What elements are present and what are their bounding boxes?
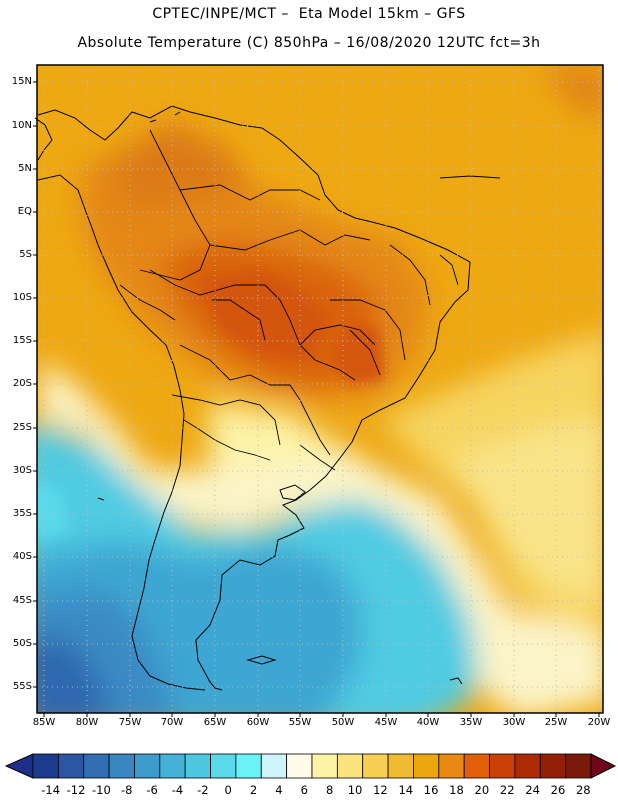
colorbar-swatch — [57, 753, 85, 779]
lon-label: 40W — [416, 717, 440, 728]
lat-ticks — [33, 81, 37, 688]
colorbar-swatch — [362, 753, 389, 779]
colorbar-swatch — [489, 753, 516, 779]
colorbar-label: 26 — [550, 783, 566, 797]
colorbar-label: -12 — [66, 783, 86, 797]
colorbar-swatch — [413, 753, 440, 779]
lon-label: 65W — [203, 717, 227, 728]
lon-label: 25W — [544, 717, 568, 728]
lon-label: 80W — [75, 717, 99, 728]
lat-label: 5S — [19, 249, 32, 260]
colorbar-label: 10 — [347, 783, 363, 797]
lon-label: 85W — [32, 717, 56, 728]
colorbar-label: 22 — [499, 783, 515, 797]
map-frame — [36, 64, 604, 714]
lat-label: 45S — [12, 595, 32, 606]
colorbar-swatch — [32, 753, 59, 779]
colorbar-over-arrow — [590, 753, 617, 779]
colorbar-label: 8 — [326, 783, 334, 797]
colorbar-swatch — [260, 753, 288, 779]
lat-label: EQ — [17, 206, 32, 217]
colorbar-label: -8 — [121, 783, 133, 797]
colorbar-label: -2 — [197, 783, 209, 797]
colorbar-swatch — [311, 753, 338, 779]
colorbar-swatch — [336, 753, 364, 779]
lat-label: 10N — [11, 120, 32, 131]
lon-label: 35W — [459, 717, 483, 728]
lon-label: 60W — [246, 717, 270, 728]
colorbar-swatch — [108, 753, 135, 779]
colorbar-swatch — [286, 753, 313, 779]
colorbar-label: 4 — [275, 783, 283, 797]
lat-label: 50S — [12, 638, 32, 649]
colorbar-label: 24 — [525, 783, 540, 797]
lon-label: 55W — [288, 717, 312, 728]
colorbar-swatch — [134, 753, 161, 779]
lon-label: 75W — [118, 717, 142, 728]
colorbar-label: 2 — [249, 783, 258, 797]
colorbar-swatch — [210, 753, 237, 779]
colorbar-label: 6 — [300, 783, 308, 797]
colorbar-under-arrow — [4, 753, 34, 779]
lat-label: 15N — [11, 76, 32, 87]
colorbar-swatch — [463, 753, 490, 779]
lat-label: 5N — [18, 163, 32, 174]
lat-label: 25S — [12, 422, 32, 433]
lat-label: 15S — [12, 335, 32, 346]
lon-label: 50W — [331, 717, 355, 728]
colorbar-swatch — [438, 753, 465, 779]
colorbar-label: 28 — [575, 783, 591, 797]
colorbar-label: 20 — [474, 783, 490, 797]
colorbar-label: 0 — [224, 783, 232, 797]
lon-label: 20W — [587, 717, 611, 728]
colorbar-swatch — [565, 753, 592, 779]
coastlines — [34, 105, 501, 691]
lon-ticks — [43, 713, 600, 717]
colorbar-label: -6 — [146, 783, 158, 797]
lon-label: 70W — [160, 717, 184, 728]
colorbar-swatch — [159, 753, 186, 779]
colorbar-swatch — [514, 753, 541, 779]
temperature-field — [37, 65, 603, 713]
colorbar-label: -10 — [92, 783, 111, 797]
colorbar-swatch — [539, 753, 567, 779]
lat-label: 55S — [12, 681, 32, 692]
colorbar-label: -4 — [171, 783, 184, 797]
lat-label: 10S — [12, 292, 32, 303]
colorbar-swatch — [387, 753, 414, 779]
colorbar-label: 18 — [449, 783, 464, 797]
graticule — [37, 65, 603, 713]
lat-label: 30S — [12, 465, 32, 476]
colorbar-label: 12 — [373, 783, 388, 797]
lat-label: 35S — [12, 508, 32, 519]
colorbar-label: -14 — [41, 783, 61, 797]
colorbar-swatch — [184, 753, 211, 779]
colorbar-label: 14 — [398, 783, 414, 797]
colorbar-swatch — [235, 753, 262, 779]
map-title-model: CPTEC/INPE/MCT – Eta Model 15km – GFS — [152, 6, 466, 22]
lon-label: 30W — [502, 717, 526, 728]
map-title-variable: Absolute Temperature (C) 850hPa – 16/08/… — [77, 35, 541, 51]
lon-label: 45W — [374, 717, 398, 728]
colorbar-label: 16 — [423, 783, 439, 797]
lat-label: 40S — [12, 551, 32, 562]
lat-label: 20S — [12, 378, 32, 389]
colorbar — [4, 753, 617, 779]
colorbar-swatch — [83, 753, 110, 779]
